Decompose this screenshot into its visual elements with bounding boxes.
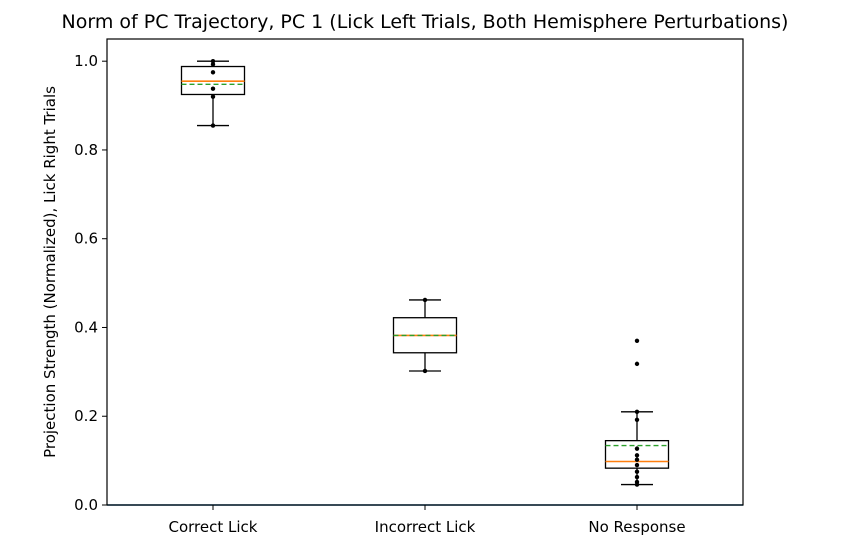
data-point	[634, 457, 640, 462]
data-point	[634, 417, 640, 422]
data-point	[210, 123, 216, 128]
data-point	[210, 58, 216, 64]
data-point	[210, 86, 216, 91]
y-tick-label: 0.2	[74, 407, 98, 425]
data-point	[634, 361, 640, 367]
plot-frame	[106, 38, 744, 506]
data-point	[634, 409, 640, 414]
data-point	[634, 446, 640, 451]
y-tick-label: 0.0	[74, 496, 98, 514]
data-point	[210, 94, 216, 99]
data-point	[634, 469, 640, 474]
data-point	[634, 338, 640, 343]
data-point	[634, 462, 640, 468]
y-tick-label: 0.8	[74, 141, 98, 159]
x-tick-label: No Response	[588, 518, 685, 536]
data-point	[634, 453, 640, 458]
y-tick-label: 1.0	[74, 52, 98, 70]
data-point	[210, 62, 216, 67]
chart-title: Norm of PC Trajectory, PC 1 (Lick Left T…	[62, 11, 789, 33]
x-tick-label: Incorrect Lick	[375, 518, 476, 536]
box-iqr	[604, 439, 670, 469]
data-point	[634, 479, 640, 485]
data-point	[210, 70, 216, 75]
data-point	[422, 368, 428, 374]
y-tick-label: 0.6	[74, 230, 98, 248]
y-tick-label: 0.4	[74, 318, 98, 336]
x-tick-label: Correct Lick	[169, 518, 258, 536]
data-point	[634, 474, 640, 480]
data-point	[422, 297, 428, 303]
y-axis-label: Projection Strength (Normalized), Lick R…	[41, 86, 59, 458]
